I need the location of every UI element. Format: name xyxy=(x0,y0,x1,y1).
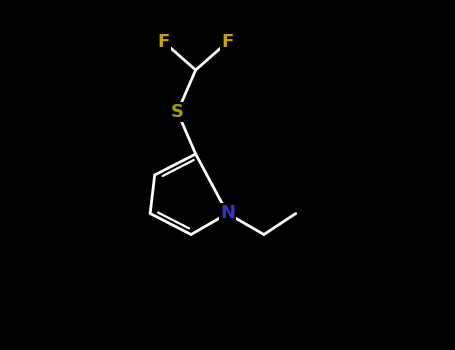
Text: F: F xyxy=(158,33,170,51)
Text: F: F xyxy=(222,33,233,51)
Text: S: S xyxy=(171,103,184,121)
Text: N: N xyxy=(220,204,235,223)
